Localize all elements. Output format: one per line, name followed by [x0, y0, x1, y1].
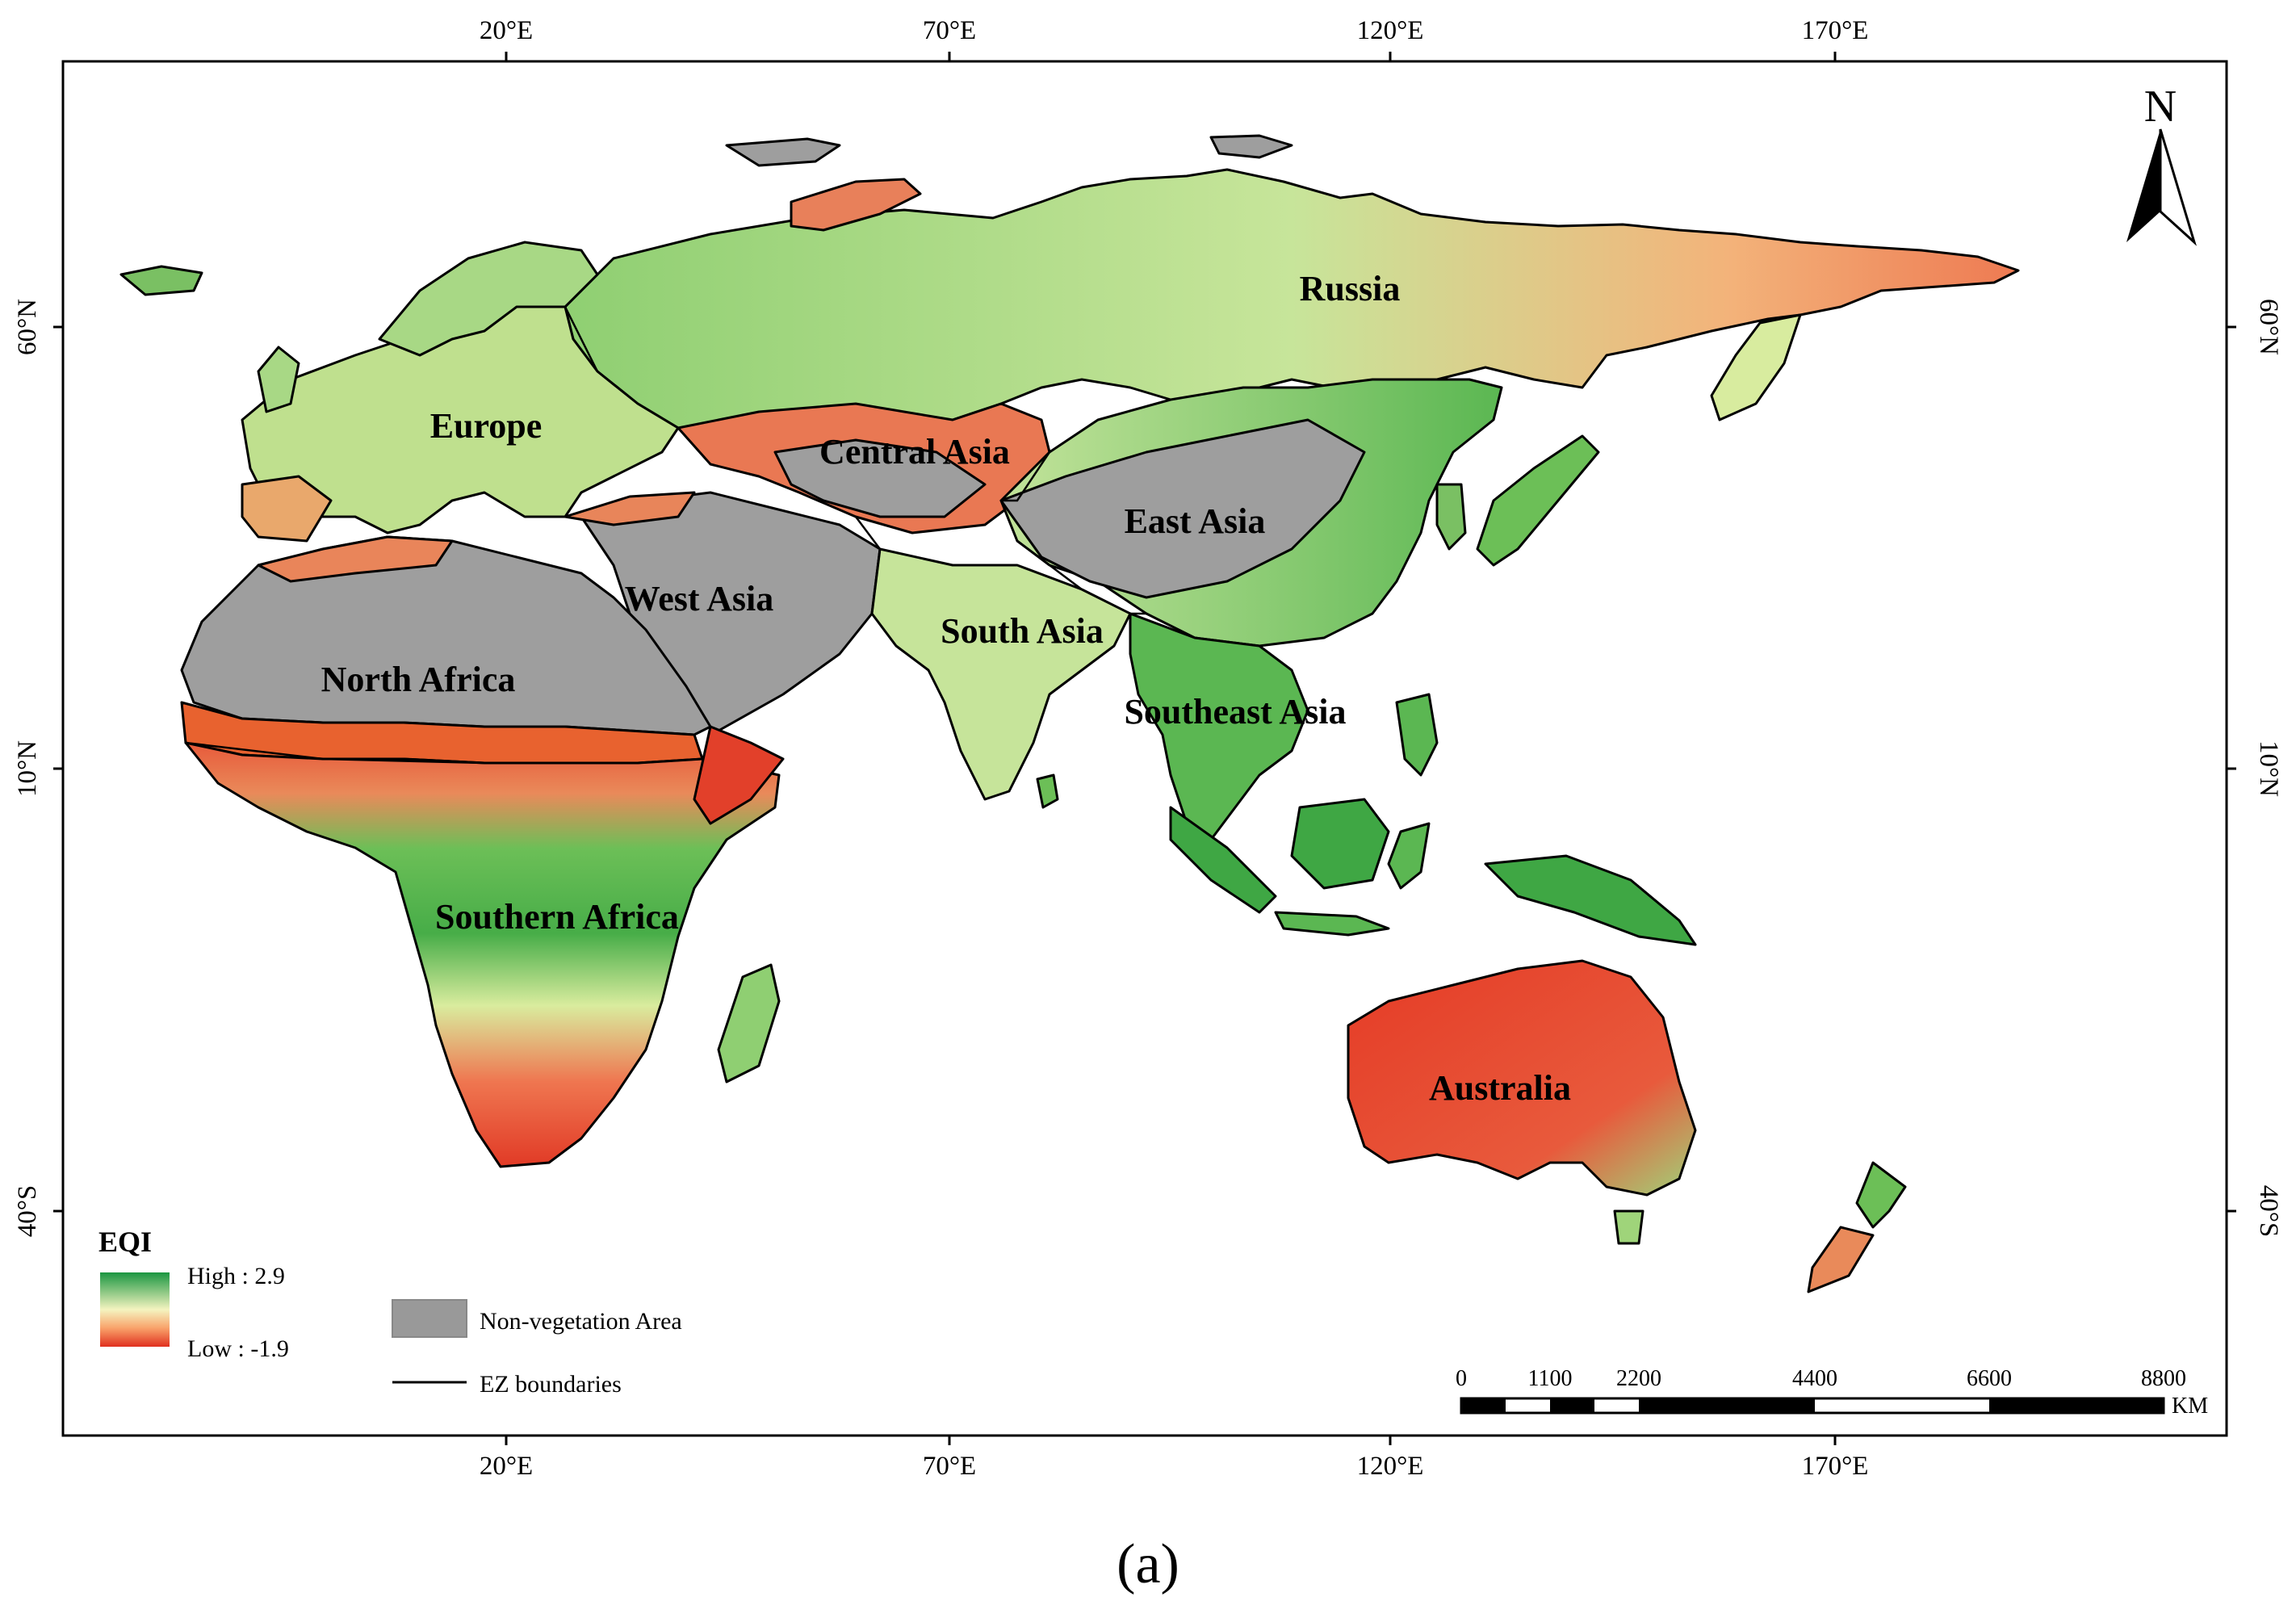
land-east-africa-horn [693, 725, 785, 825]
land-tibet-gobi [999, 418, 1366, 599]
lon-label-top: 20°E [480, 16, 533, 45]
lat-labels-right: 60°N 10°N 40°S [2254, 299, 2283, 1237]
land-sumatra [1169, 806, 1277, 914]
scale-tick-label: 2200 [1616, 1366, 1661, 1391]
lon-label-bottom: 120°E [1357, 1452, 1424, 1481]
region-labels: Russia Europe Central Asia East Asia Wes… [321, 269, 1571, 1108]
lon-label-bottom: 170°E [1802, 1452, 1869, 1481]
region-label-southern-africa: Southern Africa [435, 897, 679, 937]
legend-low-label: Low : -1.9 [187, 1335, 289, 1362]
region-label-southeast-asia: Southeast Asia [1124, 692, 1346, 731]
region-label-russia: Russia [1300, 269, 1401, 308]
land-kamchatka [1710, 313, 1802, 421]
region-label-west-asia: West Asia [625, 579, 774, 618]
land-south-asia [870, 547, 1132, 801]
lon-labels-top: 20°E 70°E 120°E 170°E [480, 16, 1869, 45]
legend-non-vegetation-label: Non-vegetation Area [480, 1308, 682, 1335]
lat-label-left: 10°N [13, 740, 42, 797]
lat-label-left: 40°S [13, 1185, 42, 1238]
land-southeast-asia [1129, 612, 1309, 841]
region-label-central-asia: Central Asia [819, 432, 1010, 472]
scale-bar: 0 1100 2200 4400 6600 8800 KM [1456, 1366, 2208, 1419]
lon-label-top: 170°E [1802, 16, 1869, 45]
land-japan [1476, 434, 1600, 567]
land-central-asia-desert [773, 438, 987, 518]
scale-tick-label: 6600 [1967, 1366, 2012, 1391]
lat-label-right: 10°N [2254, 740, 2283, 797]
north-arrow-icon [2126, 129, 2160, 242]
land-australia [1347, 959, 1697, 1197]
landmasses [119, 134, 2020, 1293]
land-scandinavia [378, 241, 599, 357]
region-label-australia: Australia [1429, 1068, 1571, 1108]
land-new-guinea [1484, 854, 1697, 946]
land-sulawesi [1387, 822, 1431, 890]
lat-label-right: 40°S [2254, 1185, 2283, 1238]
figure-caption: (a) [1117, 1533, 1179, 1595]
land-iberia [241, 475, 333, 543]
land-iceland [119, 265, 203, 296]
lon-labels-bottom: 20°E 70°E 120°E 170°E [480, 1452, 1869, 1481]
lon-label-top: 120°E [1357, 16, 1424, 45]
land-new-zealand-north [1855, 1161, 1907, 1229]
legend-color-ramp [100, 1272, 170, 1347]
land-korea [1435, 483, 1467, 551]
lat-labels-left: 60°N 10°N 40°S [13, 299, 42, 1237]
region-label-east-asia: East Asia [1125, 501, 1266, 541]
land-maghreb [257, 535, 454, 583]
legend-boundaries-label: EZ boundaries [480, 1371, 622, 1398]
scale-tick-label: 1100 [1528, 1366, 1573, 1391]
north-arrow-letter: N [2144, 82, 2177, 132]
lon-label-bottom: 20°E [480, 1452, 533, 1481]
scale-tick-label: 0 [1456, 1366, 1467, 1391]
lon-label-top: 70°E [923, 16, 976, 45]
lat-label-left: 60°N [13, 299, 42, 355]
land-tasmania [1613, 1209, 1644, 1245]
lon-label-bottom: 70°E [923, 1452, 976, 1481]
legend-title: EQI [98, 1226, 152, 1258]
land-turkey [564, 491, 696, 526]
land-new-zealand-south [1807, 1226, 1875, 1293]
region-label-south-asia: South Asia [941, 611, 1104, 651]
land-madagascar [717, 963, 781, 1084]
land-severnaya [1209, 134, 1293, 159]
legend-non-vegetation-swatch [392, 1299, 467, 1338]
land-arctic-islands [725, 137, 841, 167]
legend: EQI High : 2.9 Low : -1.9 Non-vegetation… [98, 1226, 682, 1398]
scale-tick-label: 4400 [1792, 1366, 1837, 1391]
region-label-europe: Europe [430, 406, 543, 446]
land-borneo [1290, 798, 1390, 890]
north-arrow: N [2126, 82, 2197, 246]
legend-high-label: High : 2.9 [187, 1263, 285, 1289]
land-novaya-zemlya [790, 178, 922, 232]
land-sri-lanka [1036, 773, 1059, 809]
land-philippines [1395, 693, 1439, 777]
ez-boundaries [185, 306, 1196, 765]
lat-label-right: 60°N [2254, 299, 2283, 355]
scale-tick-label: 8800 [2141, 1366, 2186, 1391]
land-uk [257, 346, 300, 413]
scale-unit: KM [2172, 1394, 2208, 1419]
land-java [1274, 911, 1390, 937]
lon-ticks [505, 52, 1837, 1445]
lat-ticks [53, 325, 2236, 1213]
region-label-north-africa: North Africa [321, 660, 516, 699]
